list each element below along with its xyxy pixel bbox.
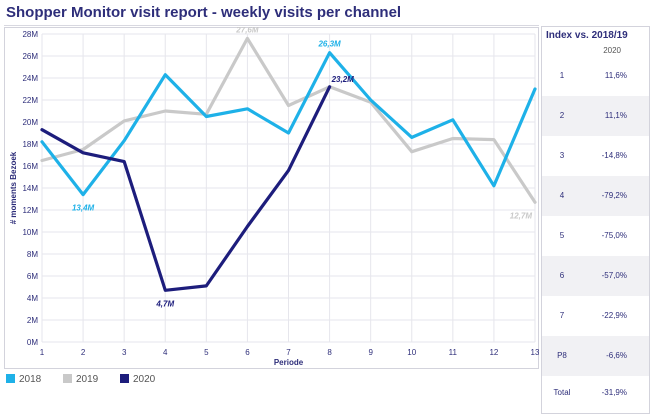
y-tick-label: 22M (22, 96, 38, 105)
index-row-value: -31,9% (601, 388, 627, 397)
index-row-label: 3 (559, 151, 565, 160)
page-title: Shopper Monitor visit report - weekly vi… (6, 4, 402, 21)
legend-label: 2020 (133, 374, 156, 385)
x-tick-label: 3 (122, 348, 127, 357)
x-tick-label: 5 (204, 348, 209, 357)
data-label: 23,2M (331, 75, 355, 84)
legend-swatch-2019 (63, 374, 72, 383)
series-line-2018 (40, 51, 537, 197)
x-axis-label: Periode (274, 358, 304, 367)
index-row: 5 -75,0% (542, 216, 649, 256)
index-row: 3 -14,8% (542, 136, 649, 176)
x-tick-label: 9 (368, 348, 373, 357)
index-row-value: -57,0% (601, 271, 627, 280)
index-panel: Index vs. 2018/19 2020 1 11,6% 2 11,1% 3 -1… (541, 26, 650, 414)
index-row-label: 5 (559, 231, 565, 240)
legend-label: 2019 (76, 374, 99, 385)
index-row-label: 7 (559, 311, 565, 320)
chart-gridlines (41, 33, 536, 343)
legend-item-2020[interactable]: 2020 (120, 374, 155, 385)
y-tick-label: 18M (22, 140, 38, 149)
index-row: Total -31,9% (542, 376, 649, 413)
x-tick-label: 7 (286, 348, 291, 357)
series-line-2019 (40, 36, 537, 204)
index-row-value: -75,0% (601, 231, 627, 240)
line-chart: # moments Bezoek Periode 0M2M4M6M8M10M12… (9, 27, 539, 367)
index-row-label: 6 (559, 271, 565, 280)
series-line-2020 (40, 85, 332, 292)
x-tick-label: 1 (40, 348, 45, 357)
index-row: P8 -6,6% (542, 336, 649, 376)
y-tick-label: 26M (22, 52, 38, 61)
x-tick-label: 10 (407, 348, 416, 357)
chart-axes: # moments Bezoek Periode 0M2M4M6M8M10M12… (9, 30, 539, 367)
x-tick-label: 13 (531, 348, 539, 357)
x-tick-label: 8 (327, 348, 332, 357)
data-label: 12,7M (510, 211, 533, 220)
data-label: 13,4M (72, 204, 95, 213)
y-tick-label: 10M (22, 228, 38, 237)
index-row: 2 11,1% (542, 96, 649, 136)
x-tick-label: 2 (81, 348, 86, 357)
index-row: 1 11,6% (542, 57, 649, 96)
data-label: 27,6M (235, 27, 259, 34)
y-tick-label: 8M (27, 250, 38, 259)
index-row-value: 11,1% (604, 111, 627, 120)
index-row-value: -79,2% (601, 191, 627, 200)
y-tick-label: 4M (27, 294, 38, 303)
x-tick-label: 4 (163, 348, 168, 357)
chart-frame (4, 27, 539, 369)
x-tick-label: 6 (245, 348, 250, 357)
index-column-header: 2020 (603, 46, 621, 55)
x-tick-label: 12 (489, 348, 498, 357)
index-row-label: 1 (559, 71, 565, 80)
index-row-value: -22,9% (601, 311, 627, 320)
legend-swatch-2020 (120, 374, 129, 383)
index-row: 6 -57,0% (542, 256, 649, 296)
data-label: 26,3M (317, 40, 341, 49)
legend-label: 2018 (19, 374, 42, 385)
y-tick-label: 0M (27, 338, 38, 347)
index-row: 7 -22,9% (542, 296, 649, 336)
y-tick-label: 16M (22, 162, 38, 171)
legend-swatch-2018 (6, 374, 15, 383)
index-row-value: -14,8% (601, 151, 627, 160)
index-row-label: Total (553, 388, 571, 397)
chart-series (40, 36, 537, 292)
y-tick-label: 12M (22, 206, 38, 215)
x-tick-label: 11 (449, 348, 458, 357)
index-row: 4 -79,2% (542, 176, 649, 216)
index-row-label: 2 (559, 111, 565, 120)
index-row-label: P8 (557, 351, 567, 360)
y-tick-label: 24M (22, 74, 38, 83)
data-label: 4,7M (155, 299, 174, 308)
legend-item-2018[interactable]: 2018 (6, 374, 41, 385)
y-tick-label: 20M (22, 118, 38, 127)
y-tick-label: 2M (27, 316, 38, 325)
chart-annotations: 13,4M 26,3M 27,6M 12,7M 4,7M 23,2M (72, 27, 532, 308)
index-row-value: -6,6% (606, 351, 627, 360)
y-tick-label: 14M (22, 184, 38, 193)
legend-item-2019[interactable]: 2019 (63, 374, 98, 385)
y-axis-label: # moments Bezoek (9, 151, 18, 224)
title-divider (4, 25, 539, 26)
index-row-value: 11,6% (604, 71, 627, 80)
index-panel-title: Index vs. 2018/19 (546, 30, 628, 41)
y-tick-label: 28M (22, 30, 38, 39)
y-tick-label: 6M (27, 272, 38, 281)
index-row-label: 4 (559, 191, 565, 200)
